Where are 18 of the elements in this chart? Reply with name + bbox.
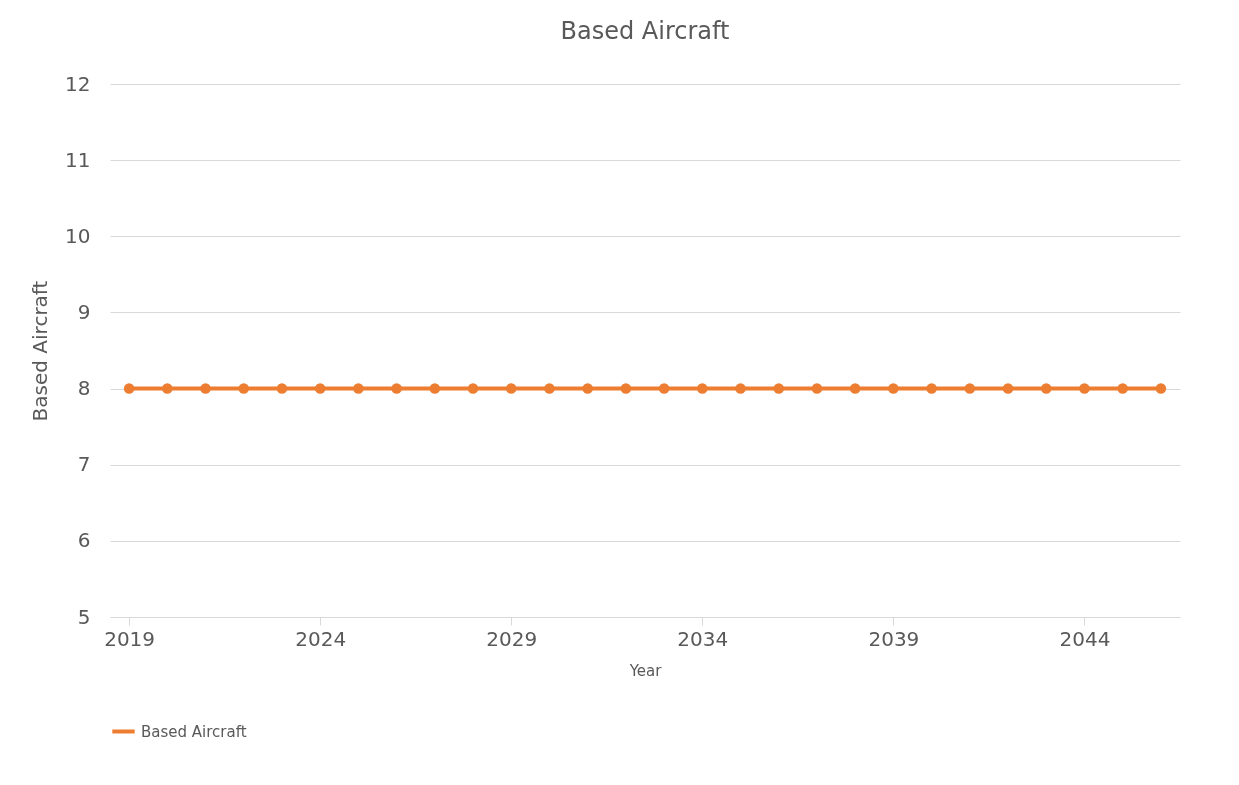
y-tick-label: 8 [77, 376, 91, 401]
x-tick-label: 2019 [104, 626, 156, 651]
y-tick-label: 10 [65, 223, 91, 248]
y-axis-title: Based Aircraft [28, 280, 53, 422]
chart-title: Based Aircraft [560, 17, 730, 45]
x-tick-label: 2039 [868, 626, 920, 651]
x-tick-label: 2024 [295, 626, 347, 651]
y-tick-label: 12 [65, 71, 91, 96]
y-tick-label: 6 [77, 528, 91, 553]
x-axis-title: Year [628, 661, 663, 680]
x-tick-label: 2034 [677, 626, 729, 651]
y-tick-label: 7 [77, 452, 91, 477]
x-tick-label: 2044 [1059, 626, 1111, 651]
y-tick-label: 9 [77, 299, 91, 324]
x-tick-label: 2029 [486, 626, 538, 651]
y-tick-label: 5 [77, 604, 91, 629]
legend-label: Based Aircraft [141, 722, 247, 741]
y-tick-label: 11 [65, 147, 91, 172]
